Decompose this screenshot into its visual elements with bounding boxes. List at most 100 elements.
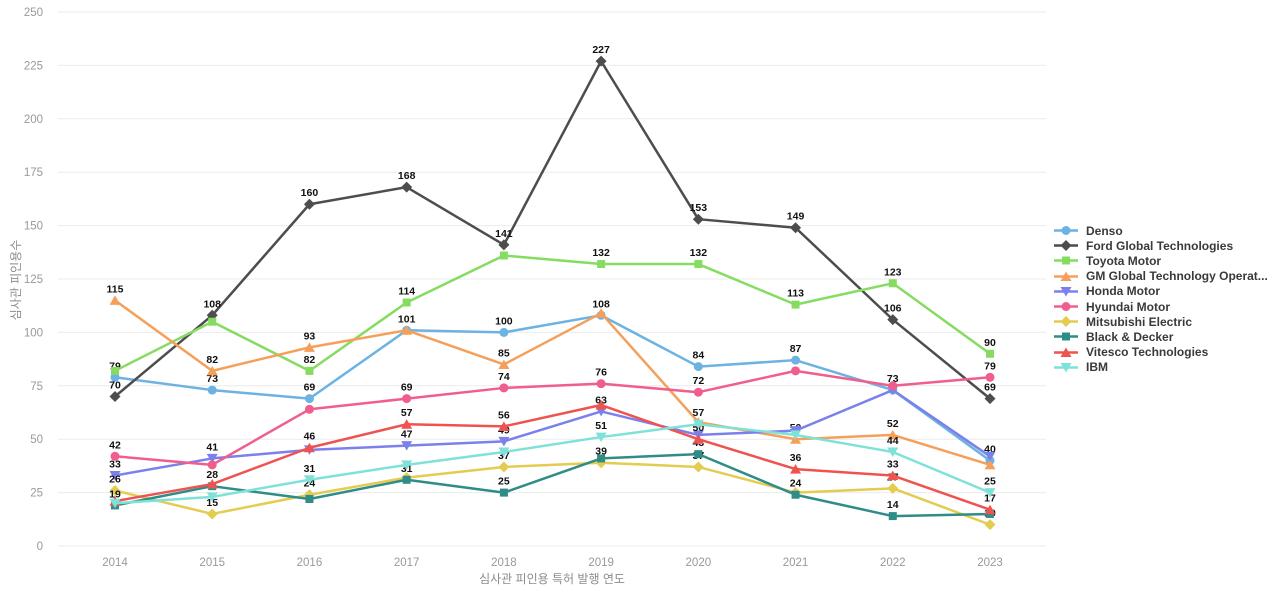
data-point-label: 40 [984,444,996,456]
data-point-marker [109,484,121,496]
data-point-marker [887,482,899,494]
legend-item-denso[interactable]: Denso [1053,223,1268,238]
data-point-marker [1060,362,1072,373]
data-point-marker [595,55,607,67]
series-line-denso [114,314,991,462]
data-point-label: 42 [109,439,121,451]
legend-item-vitesco-technologies[interactable]: Vitesco Technologies [1053,345,1268,360]
legend-marker-icon [1054,226,1078,236]
data-point-marker [208,317,217,326]
x-axis-tick-label: 2018 [491,557,517,569]
data-point-marker [1061,302,1071,312]
data-point-marker [498,421,510,431]
data-point-marker [401,419,413,429]
legend-item-honda-motor[interactable]: Honda Motor [1053,284,1268,299]
x-axis-tick-label: 2020 [686,557,712,569]
x-axis-tick-label: 2017 [394,557,420,569]
data-point-marker [304,394,314,404]
data-point-marker [499,327,509,337]
legend-label: Mitsubishi Electric [1086,314,1193,329]
data-point-label: 149 [787,211,805,223]
legend-item-ford-global-technologies[interactable]: Ford Global Technologies [1053,238,1268,253]
data-point-label: 69 [984,382,996,394]
data-point-label: 82 [206,354,218,366]
data-point-marker [110,372,120,382]
x-axis-tick-label: 2023 [977,557,1003,569]
data-point-marker [498,436,510,447]
data-point-label: 87 [790,343,802,355]
data-point-label: 47 [401,429,413,441]
data-point-marker [790,222,802,234]
data-point-marker [1060,347,1072,357]
series-line-ibm [114,422,991,505]
x-axis-tick-label: 2014 [102,557,128,569]
y-axis-tick-label: 100 [24,327,43,339]
legend-label: GM Global Technology Operat... [1086,269,1268,284]
data-point-marker [1060,240,1072,252]
data-point-marker [305,495,314,504]
data-point-label: 141 [495,228,513,240]
legend-item-gm-global-technology-operat[interactable]: GM Global Technology Operat... [1053,269,1268,284]
data-point-marker [206,508,218,520]
data-point-marker [1060,271,1072,281]
data-point-label: 100 [495,315,513,327]
data-point-marker [111,366,119,375]
legend-item-hyundai-motor[interactable]: Hyundai Motor [1053,299,1268,314]
data-point-marker [109,471,121,481]
legend-item-black-decker[interactable]: Black & Decker [1053,329,1268,344]
data-point-label: 56 [498,409,510,421]
data-point-label: 84 [692,350,704,362]
data-point-label: 73 [887,373,899,385]
data-point-label: 227 [592,44,610,56]
data-point-label: 108 [203,298,221,310]
data-point-label: 31 [304,463,316,475]
data-point-marker [791,300,800,309]
data-point-marker [790,430,802,440]
data-point-marker [694,260,703,269]
series-line-vitesco-technologies [114,403,991,511]
data-point-marker [595,308,607,318]
data-point-label: 46 [304,431,316,443]
data-point-marker [692,419,704,430]
y-axis-tick-label: 150 [24,221,43,233]
data-point-marker [498,359,510,369]
series-line-honda-motor [114,388,991,477]
data-point-marker [984,488,996,498]
data-point-marker [984,519,996,531]
data-point-marker [206,479,218,489]
data-point-marker [887,314,899,326]
legend-item-mitsubishi-electric[interactable]: Mitsubishi Electric [1053,314,1268,329]
legend-item-ibm[interactable]: IBM [1053,360,1268,375]
data-point-marker [401,325,413,335]
legend-item-toyota-motor[interactable]: Toyota Motor [1053,253,1268,268]
data-point-label: 168 [398,170,416,182]
x-axis-tick-label: 2021 [783,557,809,569]
data-point-marker [303,198,315,210]
legend-label: IBM [1086,360,1108,375]
y-axis-tick-label: 0 [37,541,43,553]
series-line-toyota-motor [114,254,991,373]
data-point-marker [694,450,703,459]
legend-label: Toyota Motor [1086,253,1162,268]
legend-marker-icon [1054,286,1078,297]
legend-marker-icon [1054,316,1078,328]
data-point-marker [887,447,899,458]
data-point-label: 69 [401,382,413,394]
data-point-marker [1061,226,1071,236]
data-point-label: 14 [887,499,899,511]
data-point-marker [984,451,996,462]
data-point-marker [303,475,315,485]
y-axis-tick-label: 125 [24,274,43,286]
data-point-marker [888,381,898,391]
data-point-marker [109,295,121,305]
data-point-label: 85 [498,347,510,359]
data-point-marker [206,492,218,502]
data-point-marker [888,279,897,288]
data-point-label: 41 [206,441,218,453]
data-point-marker [984,504,996,515]
data-point-label: 44 [887,435,899,447]
data-point-label: 57 [401,407,413,419]
data-point-marker [596,379,606,389]
data-point-label: 76 [595,367,607,379]
